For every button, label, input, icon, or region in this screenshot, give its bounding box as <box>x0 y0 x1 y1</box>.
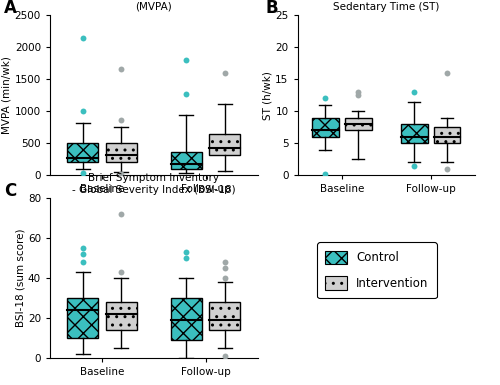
Point <box>354 89 362 95</box>
Point <box>322 171 330 177</box>
Legend: Control, Intervention: Control, Intervention <box>317 242 437 298</box>
Title: Brief Symptom Inventory
- Global Severity Index (BSI-18): Brief Symptom Inventory - Global Severit… <box>72 173 235 195</box>
Bar <box>434 127 460 143</box>
Title: Moderate-to-Vigorous Physical Activity
(MVPA): Moderate-to-Vigorous Physical Activity (… <box>53 0 254 12</box>
Point <box>182 91 190 97</box>
Point <box>182 255 190 261</box>
Point <box>78 251 86 257</box>
Bar <box>210 134 240 156</box>
Point <box>117 269 125 275</box>
Point <box>117 171 125 177</box>
Bar <box>106 142 136 162</box>
Point <box>410 89 418 95</box>
Point <box>117 66 125 72</box>
Point <box>410 162 418 169</box>
Y-axis label: ST (h/wk): ST (h/wk) <box>262 71 272 120</box>
Bar <box>312 118 339 137</box>
Title: Sedentary Time (ST): Sedentary Time (ST) <box>333 2 440 12</box>
Bar <box>171 298 202 340</box>
Bar <box>171 152 202 169</box>
Bar <box>345 118 372 131</box>
Text: B: B <box>266 0 278 17</box>
Point <box>322 95 330 102</box>
Point <box>354 92 362 99</box>
Point <box>221 265 229 271</box>
Bar <box>67 143 98 162</box>
Bar <box>401 124 427 143</box>
Point <box>78 35 86 41</box>
Bar <box>106 302 136 330</box>
Bar <box>210 302 240 330</box>
Text: C: C <box>4 182 16 200</box>
Point <box>78 245 86 251</box>
Point <box>221 353 229 359</box>
Bar <box>67 298 98 338</box>
Point <box>182 249 190 255</box>
Point <box>78 259 86 265</box>
Text: A: A <box>4 0 17 17</box>
Point <box>117 117 125 123</box>
Point <box>221 70 229 76</box>
Point <box>443 166 451 172</box>
Y-axis label: MVPA (min/wk): MVPA (min/wk) <box>2 56 12 134</box>
Point <box>78 108 86 114</box>
Point <box>117 211 125 217</box>
Point <box>443 70 451 76</box>
Y-axis label: BSI-18 (sum score): BSI-18 (sum score) <box>15 229 25 327</box>
Point <box>182 57 190 63</box>
Point <box>78 170 86 176</box>
Point <box>221 259 229 265</box>
Point <box>221 275 229 281</box>
